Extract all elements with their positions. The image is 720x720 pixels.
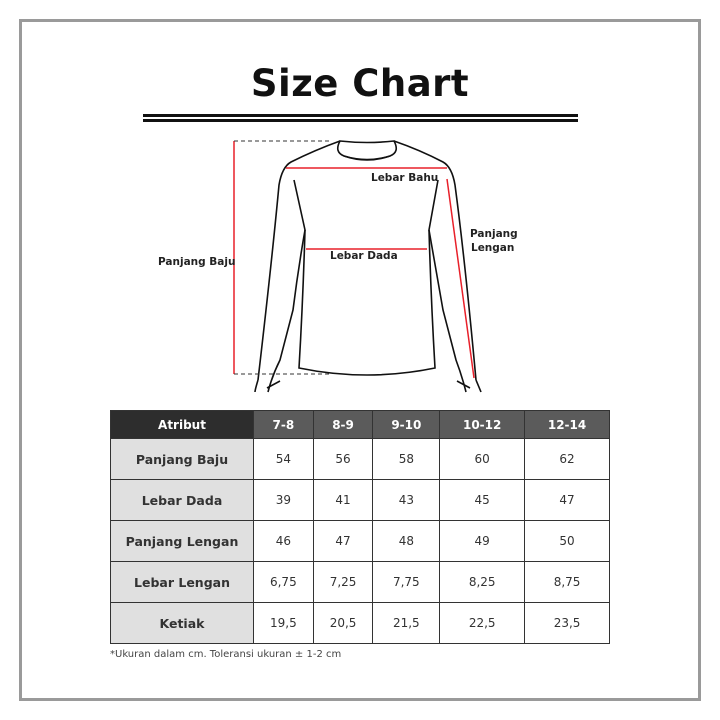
cell: 23,5: [524, 602, 610, 644]
cell: 7,25: [312, 561, 374, 603]
header-size: 10-12: [439, 410, 526, 439]
cell: 39: [253, 479, 314, 521]
cell: 21,5: [372, 602, 441, 644]
footnote: *Ukuran dalam cm. Toleransi ukuran ± 1-2…: [110, 649, 342, 660]
cell: 8,75: [524, 561, 610, 603]
row-label: Panjang Lengan: [110, 520, 254, 562]
label-panjang-baju: Panjang Baju: [158, 256, 236, 268]
cell: 54: [253, 438, 314, 480]
label-panjang-lengan-1: Panjang: [470, 228, 518, 240]
row-label: Ketiak: [110, 602, 254, 644]
cell: 41: [312, 479, 374, 521]
cell: 45: [439, 479, 526, 521]
table-row: Ketiak 19,5 20,5 21,5 22,5 23,5: [110, 602, 610, 644]
header-atribut: Atribut: [110, 410, 254, 439]
row-label: Lebar Lengan: [110, 561, 254, 603]
cell: 43: [372, 479, 441, 521]
header-size: 12-14: [524, 410, 610, 439]
table-header-row: Atribut 7-8 8-9 9-10 10-12 12-14: [110, 410, 610, 439]
outer-frame: [19, 19, 701, 701]
cell: 48: [372, 520, 441, 562]
cell: 49: [439, 520, 526, 562]
cell: 20,5: [312, 602, 374, 644]
title-underline-2: [143, 119, 578, 122]
cell: 47: [524, 479, 610, 521]
size-table: Atribut 7-8 8-9 9-10 10-12 12-14 Panjang…: [110, 410, 610, 644]
table-row: Lebar Lengan 6,75 7,25 7,75 8,25 8,75: [110, 561, 610, 603]
cell: 50: [524, 520, 610, 562]
label-lebar-dada: Lebar Dada: [330, 250, 398, 262]
shirt-outline: [254, 140, 482, 393]
title-underline: [143, 114, 578, 117]
cell: 8,25: [439, 561, 526, 603]
label-panjang-lengan-2: Lengan: [471, 242, 515, 254]
cell: 22,5: [439, 602, 526, 644]
cell: 60: [439, 438, 526, 480]
header-size: 9-10: [372, 410, 441, 439]
table-row: Lebar Dada 39 41 43 45 47: [110, 479, 610, 521]
cell: 56: [312, 438, 374, 480]
cell: 62: [524, 438, 610, 480]
cell: 19,5: [253, 602, 314, 644]
cell: 58: [372, 438, 441, 480]
label-lebar-bahu: Lebar Bahu: [371, 172, 439, 184]
header-size: 8-9: [312, 410, 374, 439]
measurement-lines: [233, 140, 475, 379]
cell: 7,75: [372, 561, 441, 603]
table-row: Panjang Baju 54 56 58 60 62: [110, 438, 610, 480]
table-row: Panjang Lengan 46 47 48 49 50: [110, 520, 610, 562]
header-size: 7-8: [253, 410, 314, 439]
cell: 46: [253, 520, 314, 562]
cell: 6,75: [253, 561, 314, 603]
cell: 47: [312, 520, 374, 562]
page-title: Size Chart: [250, 62, 470, 105]
panjang-lengan-line: [446, 178, 475, 379]
row-label: Lebar Dada: [110, 479, 254, 521]
row-label: Panjang Baju: [110, 438, 254, 480]
